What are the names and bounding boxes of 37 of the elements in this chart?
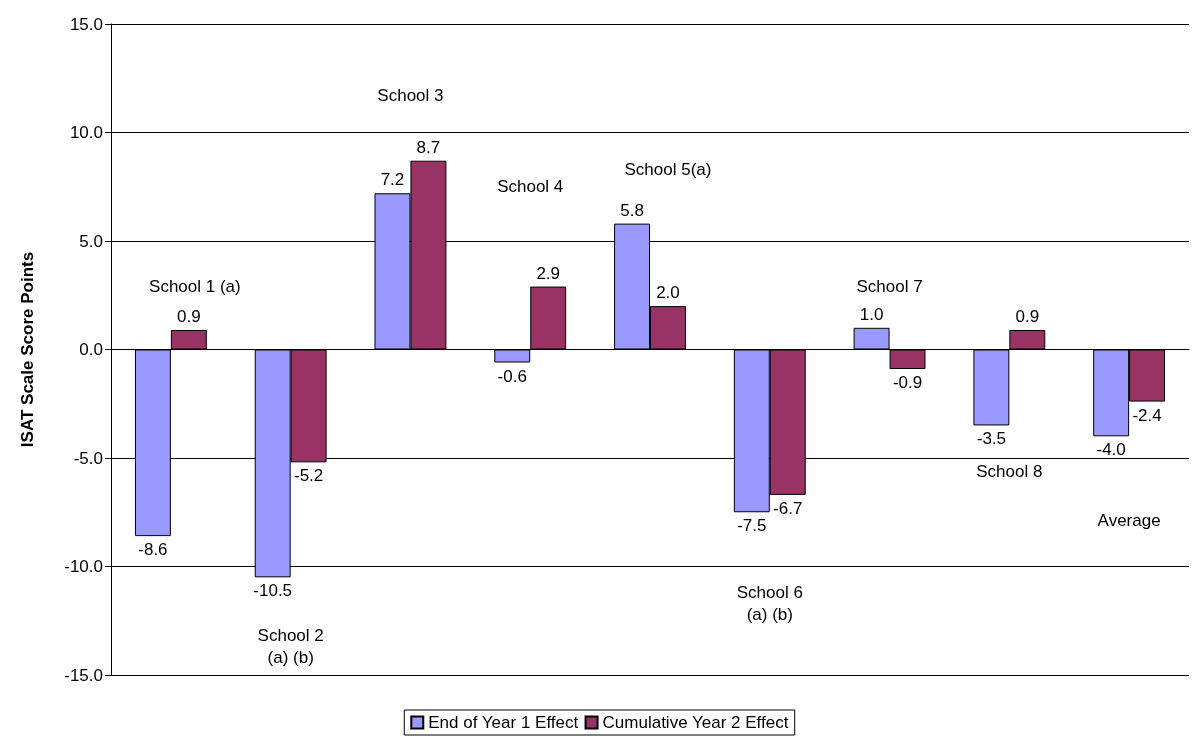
data-label: -7.5 xyxy=(737,516,767,536)
annotation: School 4 xyxy=(497,177,564,197)
data-label: 2.0 xyxy=(656,283,680,303)
y-tick-label: -10.0 xyxy=(64,557,103,576)
data-label: -0.6 xyxy=(497,366,527,386)
data-label: 7.2 xyxy=(380,170,405,190)
annotation: School 8 xyxy=(976,461,1043,481)
y-tick-label: -15.0 xyxy=(64,665,103,685)
data-label: -3.5 xyxy=(976,429,1007,449)
data-label: -6.7 xyxy=(773,498,803,518)
annotation: School 3 xyxy=(377,86,444,106)
annotation: School 1 (a) xyxy=(149,277,241,297)
annotation: School 2 (a) (b) xyxy=(257,626,324,668)
y-axis-title: ISAT Scale Score Points xyxy=(18,251,37,448)
y-tick-label: 0.0 xyxy=(79,340,103,359)
y-tick-label: 10.0 xyxy=(69,123,103,142)
data-label: 8.7 xyxy=(416,137,441,157)
y-tick-label: -5.0 xyxy=(73,448,103,468)
data-label: -2.4 xyxy=(1132,405,1162,425)
y-tick-label: 5.0 xyxy=(79,231,103,251)
data-label: -5.2 xyxy=(293,466,324,486)
annotation: School 6 (a) (b) xyxy=(736,582,803,624)
data-label: -8.6 xyxy=(138,540,168,560)
data-label: -4.0 xyxy=(1096,440,1126,460)
y-tick-label: 15.0 xyxy=(69,14,103,34)
data-label: 5.8 xyxy=(620,200,644,220)
data-label: -0.9 xyxy=(892,373,923,393)
data-label: 1.0 xyxy=(859,304,884,324)
data-label: 2.9 xyxy=(536,263,561,283)
data-label: -10.5 xyxy=(253,581,293,601)
data-label: 0.9 xyxy=(177,306,201,326)
annotation: School 7 xyxy=(856,277,923,297)
annotation: Average xyxy=(1097,511,1161,531)
annotation: School 5(a) xyxy=(624,159,712,179)
legend-label: End of Year 1 Effect xyxy=(428,713,579,732)
data-label: 0.9 xyxy=(1015,306,1040,326)
legend-label: Cumulative Year 2 Effect xyxy=(602,713,789,732)
